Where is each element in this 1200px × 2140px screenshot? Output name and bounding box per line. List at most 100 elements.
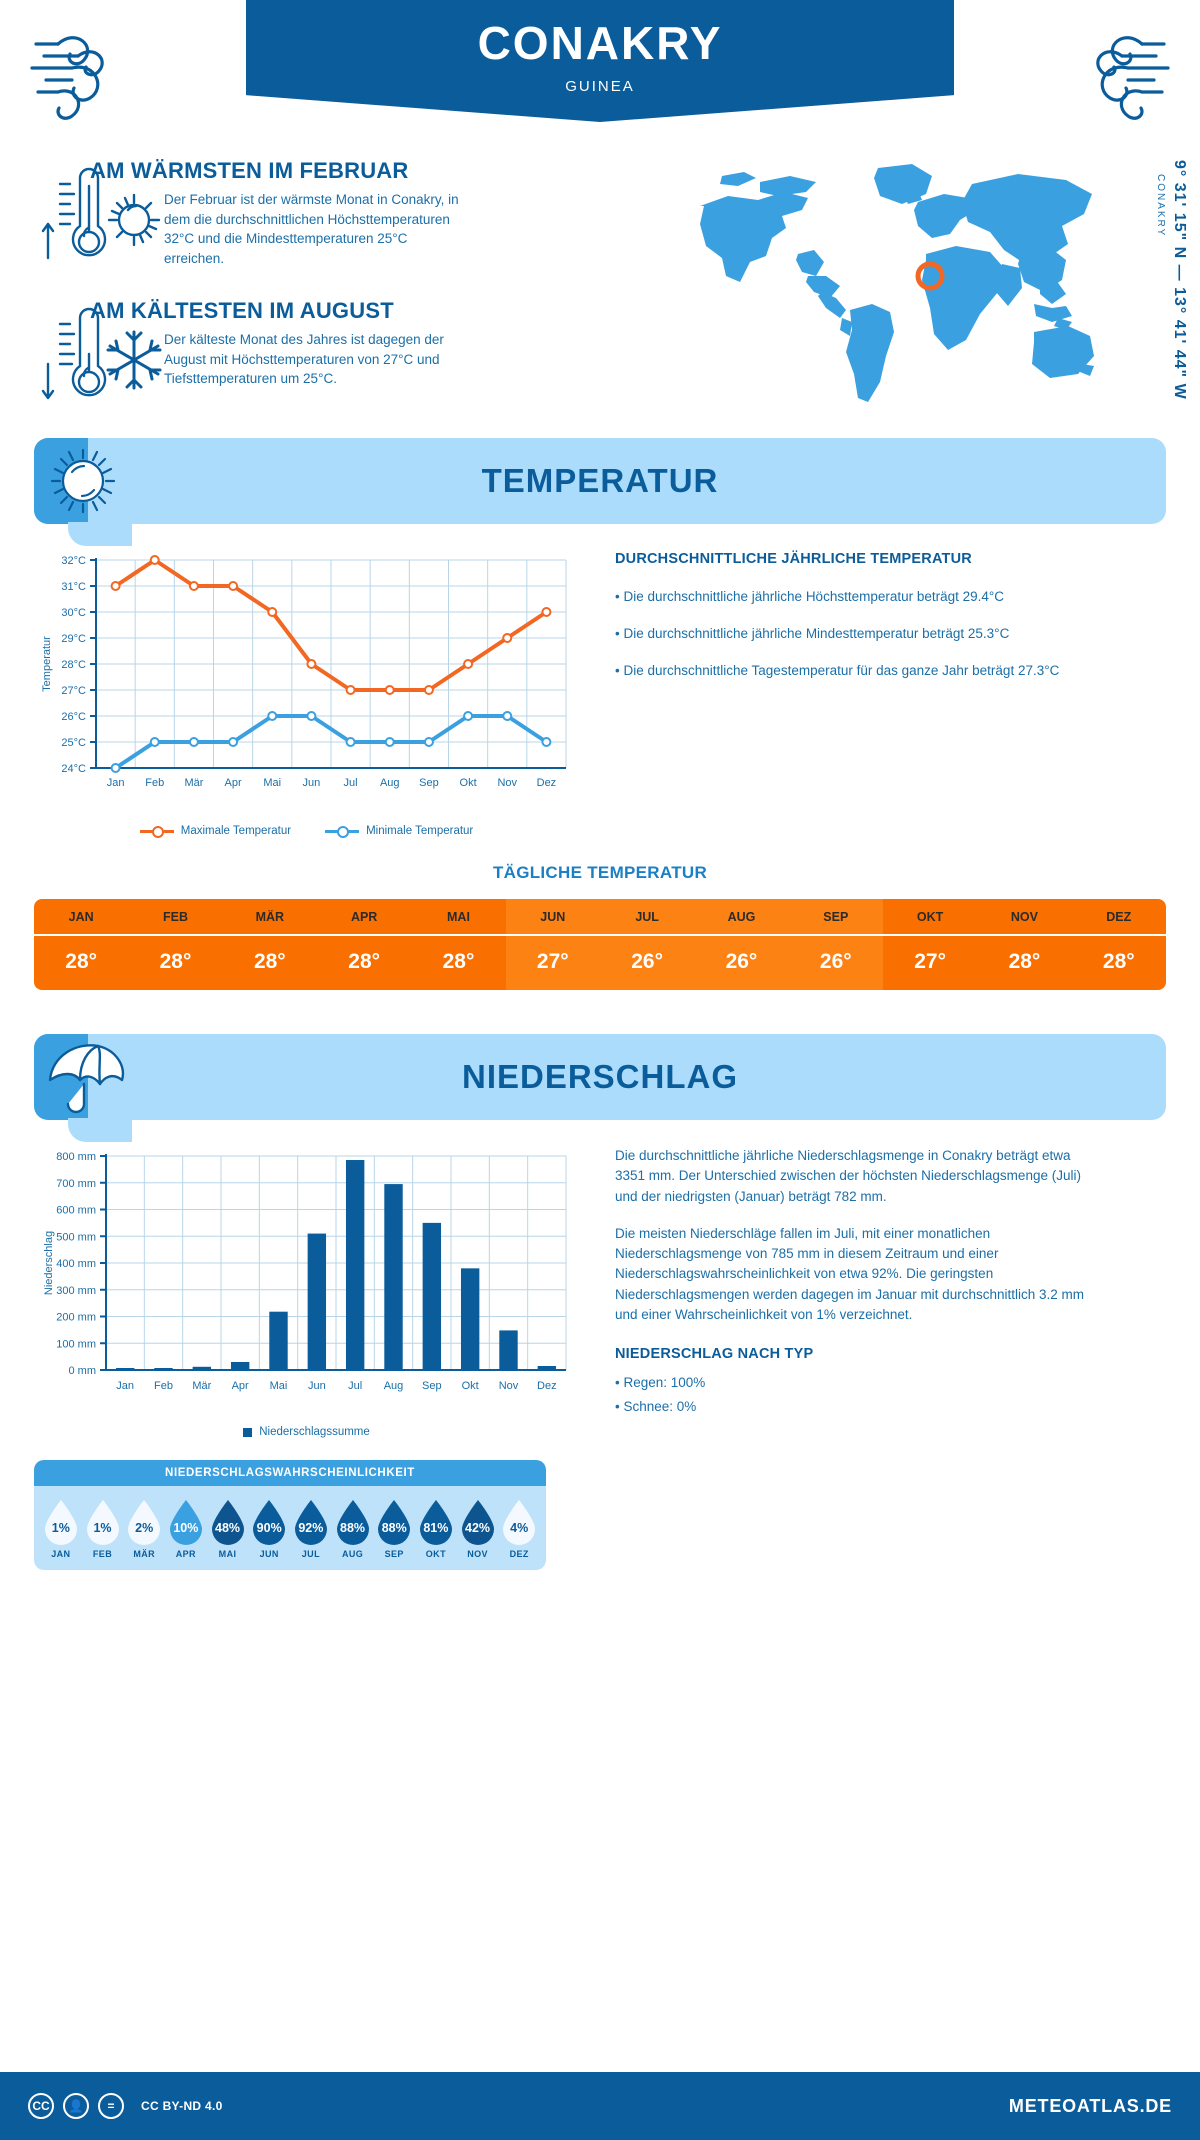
title-banner: CONAKRY GUINEA [246, 0, 954, 122]
precipitation-probability-cell: 48% MAI [207, 1499, 249, 1559]
precipitation-probability-month: JAN [51, 1549, 71, 1559]
precipitation-probability-month: SEP [384, 1549, 404, 1559]
daily-temp-value: 28° [1102, 950, 1135, 973]
svg-text:600 mm: 600 mm [56, 1205, 96, 1217]
precipitation-probability-month: APR [175, 1549, 196, 1559]
daily-temp-month: MAI [411, 899, 506, 936]
precipitation-legend: Niederschlagssumme [34, 1426, 579, 1438]
daily-temp-value: 28° [442, 950, 475, 973]
svg-text:31°C: 31°C [61, 581, 86, 593]
water-drop-icon: 81% [417, 1499, 455, 1545]
svg-text:Dez: Dez [537, 1380, 557, 1392]
temperature-line-chart: 24°C 25°C 26°C 27°C 28°C 29°C 30°C 31°C 32°C Jan F… [41, 555, 567, 789]
precip-type-title: NIEDERSCHLAG NACH TYP [615, 1346, 814, 1362]
svg-text:500 mm: 500 mm [56, 1231, 96, 1243]
precipitation-probability-month: MAI [218, 1549, 237, 1559]
thermometer-sun-icon [41, 167, 161, 260]
svg-text:Mär: Mär [184, 777, 203, 789]
svg-text:Temperatur: Temperatur [41, 636, 53, 692]
legend-swatch-max [139, 825, 174, 838]
daily-temp-month: NOV [977, 899, 1072, 936]
water-drop-icon: 42% [459, 1499, 497, 1545]
daily-temp-value: 26° [819, 950, 852, 973]
precipitation-probability-cell: 90% JUN [248, 1499, 290, 1559]
legend-swatch-min [325, 825, 360, 838]
svg-text:400 mm: 400 mm [56, 1258, 96, 1270]
svg-text:Jun: Jun [308, 1380, 326, 1392]
coldest-title: AM KÄLTESTEN IM AUGUST [90, 298, 394, 323]
daily-temp-column: OKT 27° [882, 899, 978, 990]
cc-icon: CC [28, 2093, 54, 2119]
temperature-side-text: DURCHSCHNITTLICHE JÄHRLICHE TEMPERATUR •… [579, 546, 1099, 837]
svg-text:0 mm: 0 mm [69, 1365, 97, 1377]
precipitation-probability-value: 42% [465, 1521, 491, 1535]
wind-decoration-right-icon [1096, 36, 1170, 120]
precipitation-probability-value: 4% [510, 1521, 529, 1535]
precipitation-probability-cell: 42% NOV [457, 1499, 499, 1559]
precipitation-probability-month: JUN [259, 1549, 279, 1559]
avg-temperature-title: DURCHSCHNITTLICHE JÄHRLICHE TEMPERATUR [615, 551, 972, 567]
svg-text:Feb: Feb [154, 1380, 173, 1392]
daily-temp-value: 26° [631, 950, 664, 973]
location-marker-icon [915, 261, 945, 291]
precipitation-probability-cell: 4% DEZ [498, 1499, 540, 1559]
avg-min-bullet: • Die durchschnittliche jährliche Mindes… [615, 625, 1010, 641]
no-derivatives-icon: = [98, 2093, 124, 2119]
svg-text:Mär: Mär [192, 1380, 211, 1392]
precipitation-probability-row: 1% JAN 1% FEB 2% MÄR 10% APR 48% MAI 90% JUN 92% JUL 8… [34, 1486, 546, 1570]
world-map [682, 158, 1102, 408]
legend-item-precip-sum: Niederschlagssumme [243, 1426, 370, 1438]
coldest-body: Der kälteste Monat des Jahres ist dagege… [164, 332, 444, 387]
svg-text:300 mm: 300 mm [56, 1285, 96, 1297]
daily-temp-column: AUG 26° [694, 899, 789, 990]
precipitation-probability-value: 1% [51, 1521, 70, 1535]
daily-temp-value: 28° [348, 950, 381, 973]
water-drop-icon: 92% [292, 1499, 330, 1545]
temperature-section-title: TEMPERATUR [481, 462, 719, 499]
license-label: CC BY-ND 4.0 [141, 2099, 223, 2113]
daily-temp-column: MAI 28° [411, 899, 506, 990]
precipitation-probability-month: AUG [341, 1549, 364, 1559]
daily-temp-column: SEP 26° [788, 899, 883, 990]
avg-day-bullet: • Die durchschnittliche Tagestemperatur … [615, 663, 1060, 679]
banner-notch-2 [68, 1118, 132, 1142]
daily-temp-value: 27° [536, 950, 569, 973]
svg-text:800 mm: 800 mm [56, 1151, 96, 1163]
svg-text:Nov: Nov [497, 777, 517, 789]
daily-temp-month: APR [316, 899, 412, 936]
header: CONAKRY GUINEA [0, 0, 1200, 148]
precipitation-probability-value: 81% [423, 1521, 449, 1535]
precip-type-snow: • Schnee: 0% [615, 1398, 697, 1414]
svg-text:Sep: Sep [419, 777, 439, 789]
precipitation-probability-month: JUL [301, 1549, 320, 1559]
precipitation-probability-cell: 88% SEP [373, 1499, 415, 1559]
precipitation-side-text: Die durchschnittliche jährliche Niedersc… [579, 1142, 1099, 1438]
legend-item-min: Minimale Temperatur [325, 825, 473, 838]
warmest-block: AM WÄRMSTEN IM FEBRUAR Der Februar ist d… [34, 158, 554, 268]
precipitation-probability-cell: 88% AUG [332, 1499, 374, 1559]
daily-temperature-table: JAN 28° FEB 28° MÄR 28° APR 28° MAI 28° JUN 27° JUL 2… [34, 899, 1166, 990]
world-map-shape [700, 164, 1094, 402]
umbrella-icon [48, 1044, 125, 1114]
svg-text:Jan: Jan [107, 777, 125, 789]
daily-temp-value: 28° [65, 950, 98, 973]
daily-temp-column: APR 28° [316, 899, 412, 990]
svg-text:26°C: 26°C [61, 711, 86, 723]
daily-temp-value: 27° [914, 950, 946, 973]
precipitation-probability-value: 48% [215, 1521, 241, 1535]
brand-label: METEOATLAS.DE [1008, 2095, 1172, 2116]
temperature-legend: Maximale Temperatur Minimale Temperatur [34, 825, 579, 838]
country-label: GUINEA [565, 78, 635, 95]
coordinates-city-label: CONAKRY [1155, 174, 1166, 238]
precipitation-chart-row: 0 mm 100 mm 200 mm 300 mm 400 mm 500 mm 600 mm… [0, 1120, 1200, 1438]
precipitation-probability-value: 88% [381, 1521, 407, 1535]
legend-item-max: Maximale Temperatur [139, 825, 291, 838]
precip-type-rain: • Regen: 100% [615, 1374, 706, 1390]
daily-temp-column: JAN 28° [34, 899, 129, 990]
intro-section: AM WÄRMSTEN IM FEBRUAR Der Februar ist d… [0, 148, 1200, 438]
daily-temp-value: 28° [159, 950, 192, 973]
legend-label-precip: Niederschlagssumme [259, 1426, 370, 1438]
precipitation-probability-month: NOV [467, 1549, 488, 1559]
svg-text:Nov: Nov [499, 1380, 519, 1392]
